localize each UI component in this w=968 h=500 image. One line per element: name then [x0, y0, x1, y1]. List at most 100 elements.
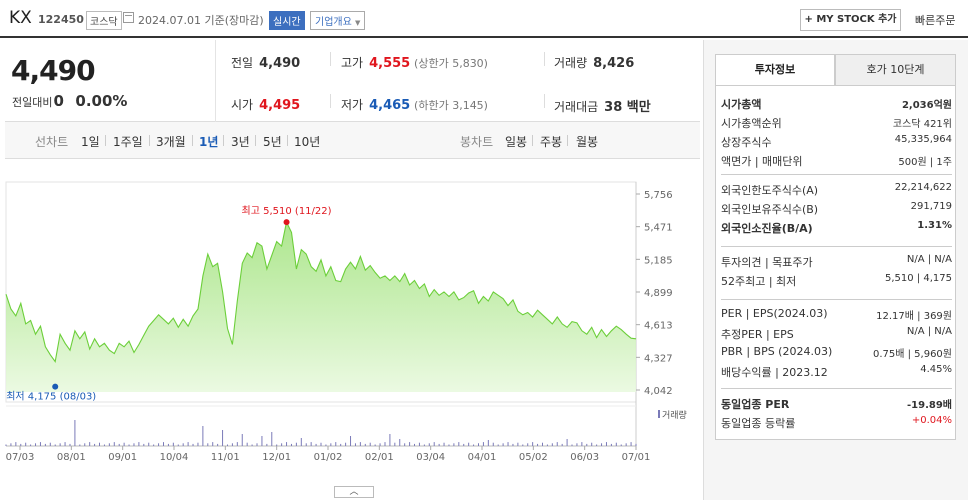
market-badge: 코스닥 — [86, 11, 122, 30]
x-tick-label: 07/01 — [622, 452, 651, 463]
company-info-label: 기업개요 — [315, 17, 352, 28]
low-marker — [52, 383, 59, 390]
amount-value: 38 백만 — [604, 100, 651, 115]
tab-10y[interactable]: 10년 — [294, 135, 321, 149]
info-key: PER | EPS(2024.03) — [721, 307, 828, 320]
info-value: 22,214,622 — [894, 182, 952, 193]
divider — [223, 135, 224, 146]
info-key: 외국인한도주식수(A) — [721, 184, 819, 197]
calendar-icon — [123, 12, 134, 23]
divider — [544, 94, 545, 108]
x-tick-label: 11/01 — [211, 452, 240, 463]
volume-legend-swatch — [658, 410, 660, 418]
divider — [330, 94, 331, 108]
tab-monthly[interactable]: 월봉 — [576, 135, 599, 149]
high-marker — [283, 219, 290, 226]
y-tick-label: 5,756 — [644, 190, 673, 201]
info-value: 4.45% — [920, 364, 952, 375]
x-tick-label: 01/02 — [314, 452, 343, 463]
price-line — [5, 220, 637, 363]
base-date: 2024.07.01 기준(장마감) — [138, 14, 264, 27]
info-value: 5,510 | 4,175 — [885, 273, 952, 284]
realtime-badge[interactable]: 실시간 — [269, 11, 305, 30]
y-tick-label: 4,042 — [644, 386, 673, 397]
info-value: 1.31% — [917, 220, 952, 231]
y-tick-label: 4,613 — [644, 321, 673, 332]
x-tick-label: 08/01 — [57, 452, 86, 463]
info-value: 코스닥 421위 — [892, 119, 952, 130]
tab-investment-info[interactable]: 투자정보 — [715, 54, 835, 86]
info-value: +0.04% — [911, 415, 952, 426]
high-label: 고가 — [341, 56, 364, 70]
volume-value: 8,426 — [593, 56, 635, 71]
divider — [330, 52, 331, 66]
investment-info-panel: 투자정보 호가 10단계 시가총액 2,036억원 시가총액순위 코스닥 421위 상장… — [703, 40, 968, 500]
divider — [105, 135, 106, 146]
divider — [287, 135, 288, 146]
price-chart-svg: 5,756 5,471 5,185 4,899 4,613 4,327 4,042 최고 5,… — [5, 181, 687, 463]
low-annotation: 최저 4,175 (08/03) — [6, 391, 96, 403]
info-value: 0.75배 | 5,960원 — [872, 349, 952, 360]
info-value: 500원 | 1주 — [898, 157, 952, 168]
x-tick-label: 05/02 — [519, 452, 548, 463]
info-key: 액면가 | 매매단위 — [721, 155, 803, 168]
line-chart-label: 선차트 — [35, 135, 69, 149]
tab-3y[interactable]: 3년 — [231, 135, 250, 149]
info-value: 291,719 — [910, 201, 952, 212]
tab-5y[interactable]: 5년 — [263, 135, 282, 149]
low-price: 저가 4,465 (하한가 3,145) — [341, 96, 488, 113]
stock-name[interactable]: KX — [9, 8, 32, 28]
tab-orderbook-10[interactable]: 호가 10단계 — [835, 54, 956, 86]
high-value: 4,555 — [369, 56, 411, 71]
chart-expand-button[interactable]: ︿ — [334, 486, 374, 498]
low-value: 4,465 — [369, 98, 411, 113]
info-key: 외국인소진율(B/A) — [721, 222, 813, 235]
x-tick-label: 04/01 — [468, 452, 497, 463]
section-divider — [721, 388, 952, 389]
info-key: 배당수익률 | 2023.12 — [721, 366, 828, 379]
tab-1w[interactable]: 1주일 — [113, 135, 143, 149]
tab-3m[interactable]: 3개월 — [156, 135, 186, 149]
info-value: N/A | N/A — [906, 254, 952, 265]
section-divider — [721, 174, 952, 175]
divider — [255, 135, 256, 146]
tab-1y[interactable]: 1년 — [199, 135, 219, 149]
x-tick-label: 02/01 — [365, 452, 394, 463]
section-divider — [721, 299, 952, 300]
y-tick-label: 5,185 — [644, 255, 673, 266]
low-label: 저가 — [341, 98, 364, 112]
stock-code: 122450 — [38, 13, 84, 26]
chevron-down-icon: ▼ — [355, 19, 361, 27]
divider — [544, 52, 545, 66]
add-mystock-button[interactable]: + MY STOCK 추가 — [800, 9, 901, 31]
change-row: 전일대비0 0.00% — [12, 92, 127, 110]
upper-limit: (상한가 5,830) — [414, 57, 488, 70]
amount-label: 거래대금 — [554, 100, 599, 114]
period-tabs: 선차트 1일 1주일 3개월 1년 3년 5년 10년 봉차트 일봉 주봉 월봉 — [5, 122, 700, 159]
current-price: 4,490 — [11, 54, 96, 87]
quote-panel: 4,490 전일대비0 0.00% 전일 4,490 고가 4,555 (상한가 5… — [5, 40, 700, 122]
tab-weekly[interactable]: 주봉 — [540, 135, 563, 149]
divider — [567, 135, 568, 146]
y-tick-label: 4,327 — [644, 353, 673, 364]
volume: 거래량 8,426 — [554, 54, 634, 71]
open-label: 시가 — [231, 98, 254, 112]
company-info-dropdown[interactable]: 기업개요 ▼ — [310, 11, 366, 30]
high-annotation: 최고 5,510 (11/22) — [242, 205, 332, 217]
x-tick-label: 10/04 — [160, 452, 189, 463]
info-value: N/A | N/A — [906, 326, 952, 337]
x-tick-label: 06/03 — [570, 452, 599, 463]
tab-1d[interactable]: 1일 — [81, 135, 100, 149]
tab-daily[interactable]: 일봉 — [505, 135, 528, 149]
y-tick-label: 5,471 — [644, 223, 673, 234]
x-tick-label: 03/04 — [416, 452, 445, 463]
price-chart[interactable]: 5,756 5,471 5,185 4,899 4,613 4,327 4,042 최고 5,… — [0, 160, 700, 500]
quick-order-button[interactable]: 빠른주문 — [915, 14, 956, 27]
info-key: PBR | BPS (2024.03) — [721, 345, 833, 358]
section-divider — [721, 246, 952, 247]
info-key: 시가총액순위 — [721, 117, 782, 130]
info-key: 투자의견 | 목표주가 — [721, 256, 813, 269]
info-value: -19.89배 — [907, 400, 952, 411]
info-key: 추정PER | EPS — [721, 328, 794, 341]
